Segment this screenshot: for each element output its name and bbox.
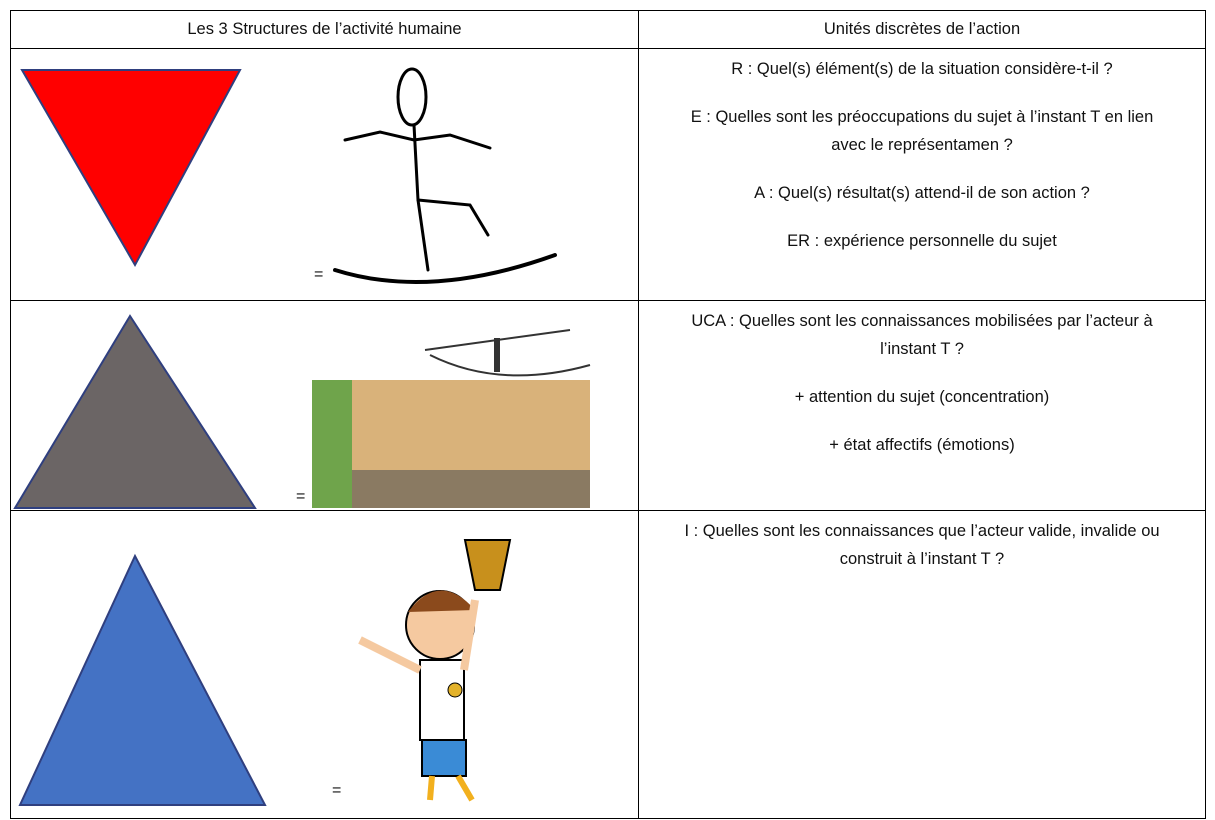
trophy xyxy=(463,539,512,591)
illustrations xyxy=(13,67,591,806)
action-unit-text: UCA : Quelles sont les connaissances mob… xyxy=(691,312,1153,358)
blue-triangle xyxy=(18,553,267,806)
action-unit-text: E : Quelles sont les préoccupations du s… xyxy=(690,108,1154,154)
net xyxy=(312,470,590,508)
action-unit-text: + attention du sujet (concentration) xyxy=(794,388,1050,406)
head xyxy=(396,67,428,127)
arms xyxy=(358,599,479,674)
header-text: Unités discrètes de l’action xyxy=(823,20,1021,38)
equals-sign: = xyxy=(314,266,324,283)
red-triangle xyxy=(20,69,242,268)
arms xyxy=(343,130,492,150)
shirt xyxy=(419,659,465,741)
stick-figure xyxy=(333,67,557,284)
medal xyxy=(447,682,463,698)
text-cell: UCA : Quelles sont les connaissances mob… xyxy=(638,300,1206,511)
action-unit-text: I : Quelles sont les connaissances que l… xyxy=(684,522,1160,568)
equals-sign: = xyxy=(332,782,342,799)
equals-sign: = xyxy=(296,488,306,505)
header-cell: Unités discrètes de l’action xyxy=(638,10,1206,49)
legs xyxy=(427,774,475,802)
action-unit-text: A : Quel(s) résultat(s) attend-il de son… xyxy=(754,184,1090,202)
boy-figure xyxy=(358,539,512,802)
gray-triangle xyxy=(13,314,257,509)
text-cell: R : Quel(s) élément(s) de la situation c… xyxy=(638,48,1206,301)
tightrope xyxy=(429,354,591,377)
leg xyxy=(416,198,490,237)
action-unit-text: R : Quel(s) élément(s) de la situation c… xyxy=(731,60,1113,78)
rope xyxy=(333,253,557,284)
action-unit-text: + état affectifs (émotions) xyxy=(829,436,1015,454)
hair xyxy=(408,590,475,612)
body xyxy=(412,123,430,272)
shorts xyxy=(421,739,467,777)
header-text: Les 3 Structures de l’activité humaine xyxy=(187,20,462,38)
vegetation xyxy=(312,380,352,508)
text-cell: I : Quelles sont les connaissances que l… xyxy=(638,510,1206,819)
balance-pole xyxy=(424,329,571,351)
action-unit-text: ER : expérience personnelle du sujet xyxy=(787,232,1057,250)
